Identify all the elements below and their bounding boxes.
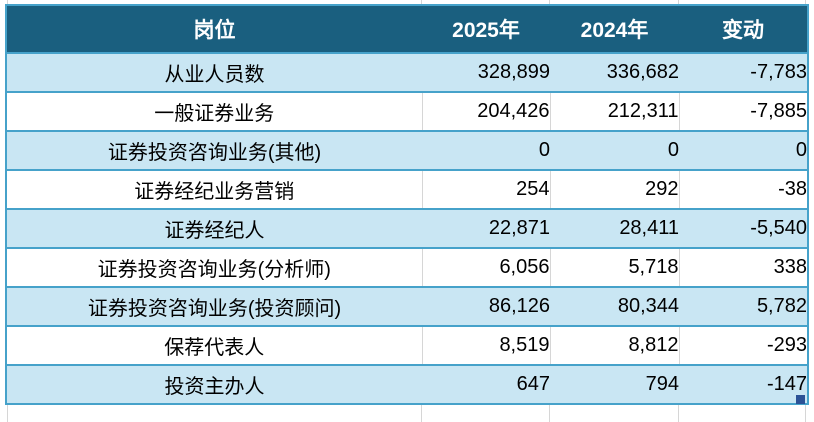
- table-row: 从业人员数 328,899 336,682 -7,783: [6, 52, 808, 92]
- table-row: 证券经纪业务营销 254 292 -38: [6, 169, 808, 209]
- cell-change-value[interactable]: -293: [678, 325, 808, 365]
- sheet-gridline: [805, 405, 806, 422]
- cell-2025-value[interactable]: 647: [422, 364, 550, 404]
- column-header-2025[interactable]: 2025年: [422, 5, 550, 53]
- cell-change-value[interactable]: -38: [678, 169, 808, 209]
- table-row: 证券投资咨询业务(其他) 0 0 0: [6, 130, 808, 170]
- sheet-gridline: [421, 405, 422, 422]
- fill-handle[interactable]: [796, 395, 805, 404]
- table-row: 保荐代表人 8,519 8,812 -293: [6, 325, 808, 365]
- cell-2024-value[interactable]: 28,411: [550, 208, 679, 248]
- cell-change-value[interactable]: -147: [679, 364, 808, 404]
- cell-position-label[interactable]: 一般证券业务: [6, 91, 422, 131]
- cell-2025-value[interactable]: 6,056: [421, 247, 550, 287]
- cell-2024-value[interactable]: 5,718: [549, 247, 679, 287]
- sheet-gridline: [805, 0, 806, 4]
- sheet-gridline: [678, 0, 679, 4]
- cell-change-value[interactable]: -7,783: [679, 52, 808, 92]
- table-row: 投资主办人 647 794 -147: [6, 364, 808, 404]
- cell-position-label[interactable]: 投资主办人: [6, 364, 422, 404]
- column-header-2024[interactable]: 2024年: [550, 5, 679, 53]
- column-header-change[interactable]: 变动: [679, 5, 808, 53]
- table-row: 证券投资咨询业务(投资顾问) 86,126 80,344 5,782: [6, 286, 808, 326]
- cell-change-value[interactable]: 5,782: [679, 286, 808, 326]
- cell-position-label[interactable]: 证券投资咨询业务(其他): [6, 130, 422, 170]
- sheet-gridline: [7, 0, 8, 4]
- cell-2024-value[interactable]: 794: [550, 364, 679, 404]
- cell-position-label[interactable]: 证券经纪人: [6, 208, 422, 248]
- cell-position-label[interactable]: 保荐代表人: [6, 325, 422, 365]
- cell-position-label[interactable]: 证券经纪业务营销: [6, 169, 422, 209]
- table-row: 一般证券业务 204,426 212,311 -7,885: [6, 91, 808, 131]
- sheet-gridline: [7, 405, 8, 422]
- cell-position-label[interactable]: 证券投资咨询业务(分析师): [6, 247, 422, 287]
- sheet-gridline: [421, 0, 422, 4]
- cell-2024-value[interactable]: 212,311: [549, 91, 679, 131]
- cell-2024-value[interactable]: 336,682: [550, 52, 679, 92]
- cell-position-label[interactable]: 从业人员数: [6, 52, 422, 92]
- table-row: 证券投资咨询业务(分析师) 6,056 5,718 338: [6, 247, 808, 287]
- cell-2025-value[interactable]: 254: [421, 169, 550, 209]
- cell-change-value[interactable]: 338: [678, 247, 808, 287]
- cell-change-value[interactable]: 0: [679, 130, 808, 170]
- cell-position-label[interactable]: 证券投资咨询业务(投资顾问): [6, 286, 422, 326]
- cell-2025-value[interactable]: 86,126: [422, 286, 550, 326]
- column-header-position[interactable]: 岗位: [6, 5, 422, 53]
- cell-2025-value[interactable]: 204,426: [421, 91, 550, 131]
- cell-2025-value[interactable]: 22,871: [422, 208, 550, 248]
- positions-table: 岗位 2025年 2024年 变动 从业人员数 328,899 336,682 …: [5, 4, 809, 405]
- cell-change-value[interactable]: -7,885: [678, 91, 808, 131]
- cell-2025-value[interactable]: 0: [422, 130, 550, 170]
- sheet-gridline: [678, 405, 679, 422]
- cell-change-value[interactable]: -5,540: [679, 208, 808, 248]
- cell-2025-value[interactable]: 328,899: [422, 52, 550, 92]
- sheet-gridline: [549, 0, 550, 4]
- cell-2025-value[interactable]: 8,519: [421, 325, 550, 365]
- cell-2024-value[interactable]: 80,344: [550, 286, 679, 326]
- cell-2024-value[interactable]: 8,812: [549, 325, 679, 365]
- header-row: 岗位 2025年 2024年 变动: [6, 5, 808, 53]
- cell-2024-value[interactable]: 292: [549, 169, 679, 209]
- sheet-gridline: [549, 405, 550, 422]
- cell-2024-value[interactable]: 0: [550, 130, 679, 170]
- table-row: 证券经纪人 22,871 28,411 -5,540: [6, 208, 808, 248]
